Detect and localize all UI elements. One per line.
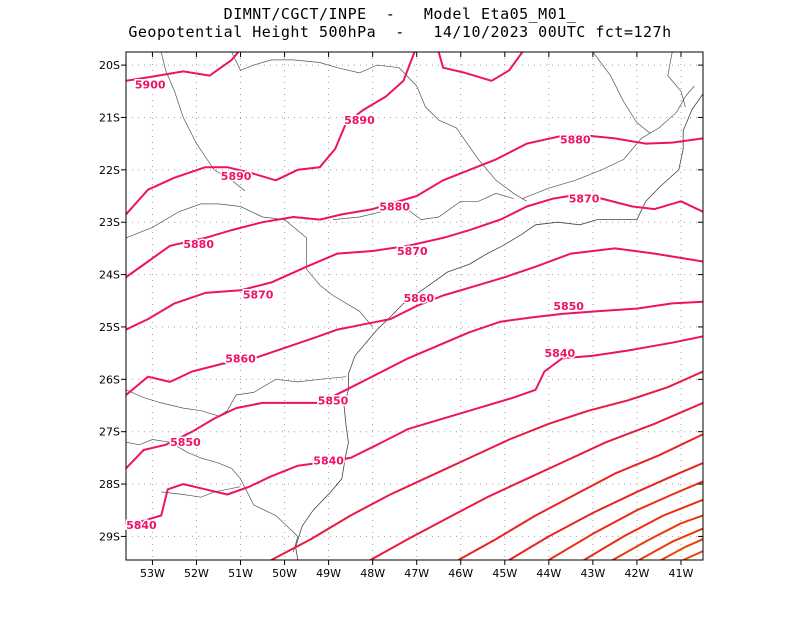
contour-line-5820 bbox=[369, 401, 703, 560]
contour-label: 5870 bbox=[243, 288, 274, 301]
contour-label: 5890 bbox=[344, 114, 375, 127]
x-tick-label: 52W bbox=[184, 567, 209, 580]
axis-ticks: 53W 52W 51W 50W 49W 48W 47W 46W 45W 44W 43W 42W 41W 2… bbox=[99, 52, 703, 580]
contour-lines bbox=[126, 52, 703, 560]
y-tick-label: 29S bbox=[99, 530, 120, 543]
x-tick-label: 43W bbox=[580, 567, 605, 580]
contour-labels: 5900 5890 5890 5880 5880 5880 5870 5870 5870 5860… bbox=[125, 77, 602, 533]
contour-label: 5840 bbox=[126, 519, 157, 532]
y-tick-label: 21S bbox=[99, 111, 120, 124]
contour-line-5750 bbox=[660, 538, 703, 560]
contour-line-5880 bbox=[126, 134, 703, 279]
x-tick-label: 45W bbox=[492, 567, 517, 580]
contour-label: 5900 bbox=[135, 78, 166, 91]
contour-line-5770 bbox=[611, 514, 703, 560]
state-border bbox=[126, 376, 347, 417]
title-line-1: DIMNT/CGCT/INPE - Model Eta05_M01_ bbox=[223, 5, 577, 23]
contour-label: 5840 bbox=[313, 454, 344, 467]
contour-line-5740 bbox=[682, 550, 703, 560]
y-tick-label: 25S bbox=[99, 321, 120, 334]
contour-label: 5880 bbox=[379, 200, 410, 213]
contour-label: 5840 bbox=[545, 347, 576, 360]
state-border bbox=[126, 439, 299, 553]
y-tick-label: 27S bbox=[99, 426, 120, 439]
contour-label: 5870 bbox=[569, 193, 600, 206]
contour-line-5890 bbox=[126, 52, 416, 216]
y-tick-label: 28S bbox=[99, 478, 120, 491]
x-tick-label: 50W bbox=[272, 567, 297, 580]
x-tick-label: 53W bbox=[140, 567, 165, 580]
contour-label: 5850 bbox=[553, 300, 584, 313]
contour-line-5900 bbox=[126, 52, 240, 82]
contour-label: 5850 bbox=[318, 394, 349, 407]
contour-line-5860 bbox=[126, 247, 703, 396]
contour-label: 5850 bbox=[170, 436, 201, 449]
x-tick-label: 42W bbox=[624, 567, 649, 580]
y-tick-label: 22S bbox=[99, 164, 120, 177]
state-border bbox=[126, 203, 373, 328]
contour-line-5870 bbox=[126, 194, 703, 331]
title-line-2: Geopotential Height 500hPa - 14/10/2023 … bbox=[128, 23, 672, 41]
contour-label: 5870 bbox=[397, 245, 428, 258]
contour-line-5760 bbox=[638, 527, 703, 560]
map-boundaries bbox=[126, 52, 703, 560]
state-border bbox=[161, 486, 241, 498]
x-tick-label: 51W bbox=[228, 567, 253, 580]
x-tick-label: 48W bbox=[360, 567, 385, 580]
state-border bbox=[592, 52, 651, 134]
state-border bbox=[231, 52, 527, 202]
y-tick-label: 23S bbox=[99, 216, 120, 229]
x-tick-label: 41W bbox=[669, 567, 694, 580]
contour-line-5890 bbox=[437, 52, 524, 82]
contour-line-5790 bbox=[547, 480, 703, 560]
state-border bbox=[522, 85, 695, 199]
contour-label: 5860 bbox=[225, 352, 256, 365]
y-tick-label: 20S bbox=[99, 59, 120, 72]
coastline bbox=[295, 93, 703, 560]
contour-label: 5880 bbox=[183, 238, 214, 251]
contour-line-5800 bbox=[508, 462, 703, 560]
state-border bbox=[667, 52, 686, 108]
contour-label: 5860 bbox=[404, 292, 435, 305]
plot-frame bbox=[125, 51, 704, 561]
contour-line-5840 bbox=[126, 335, 703, 527]
contour-line-5810 bbox=[457, 433, 703, 560]
contour-line-5780 bbox=[583, 498, 703, 560]
contour-label: 5880 bbox=[560, 133, 591, 146]
x-tick-label: 49W bbox=[316, 567, 341, 580]
grid-lines bbox=[126, 52, 703, 560]
contour-line-5830 bbox=[270, 370, 703, 560]
x-tick-label: 46W bbox=[448, 567, 473, 580]
x-tick-label: 44W bbox=[536, 567, 561, 580]
contour-line-5850 bbox=[126, 300, 703, 470]
y-tick-label: 24S bbox=[99, 269, 120, 282]
y-tick-label: 26S bbox=[99, 373, 120, 386]
state-border bbox=[332, 193, 514, 220]
contour-label: 5890 bbox=[221, 170, 252, 183]
x-tick-label: 47W bbox=[404, 567, 429, 580]
